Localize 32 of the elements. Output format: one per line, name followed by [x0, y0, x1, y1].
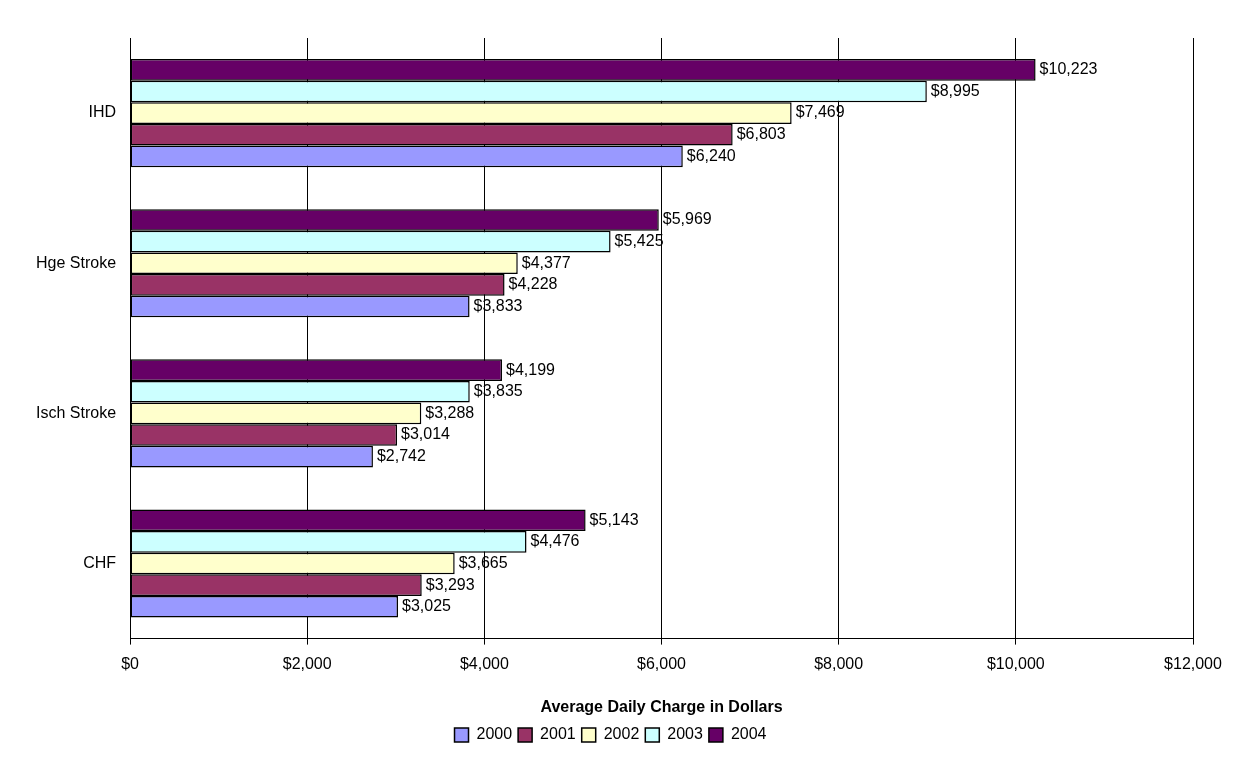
legend-label: 2001 — [540, 725, 576, 743]
x-tick-label: $10,000 — [986, 654, 1045, 672]
data-label: $4,377 — [521, 253, 571, 271]
y-tick-label: CHF — [83, 553, 117, 571]
y-tick-label: IHD — [88, 103, 117, 121]
data-label: $5,969 — [662, 210, 712, 228]
data-label: $4,476 — [530, 532, 580, 550]
x-tick-label: $12,000 — [1164, 654, 1223, 672]
legend-label: 2004 — [730, 725, 767, 743]
data-label: $2,742 — [376, 447, 426, 465]
data-label: $4,199 — [505, 360, 556, 378]
data-label: $3,025 — [401, 597, 452, 615]
x-tick-label: $6,000 — [637, 654, 687, 672]
data-label: $3,014 — [401, 425, 451, 443]
data-label: $5,143 — [589, 510, 639, 528]
data-label: $4,228 — [508, 275, 558, 293]
x-tick-label: $4,000 — [459, 654, 509, 672]
data-label: $10,223 — [1039, 60, 1098, 78]
x-axis-title: Average Daily Charge in Dollars — [540, 697, 783, 715]
data-label: $3,288 — [425, 403, 475, 421]
data-label: $6,240 — [686, 146, 736, 164]
x-tick-label: $0 — [121, 654, 140, 672]
data-label: $3,293 — [425, 575, 475, 593]
data-label: $6,803 — [736, 125, 786, 143]
legend-label: 2003 — [667, 725, 703, 743]
y-tick-label: Hge Stroke — [35, 253, 117, 271]
x-tick-label: $2,000 — [282, 654, 332, 672]
legend-label: 2002 — [603, 725, 640, 743]
x-tick-label: $8,000 — [814, 654, 864, 672]
y-tick-label: Isch Stroke — [36, 403, 117, 421]
legend-label: 2000 — [476, 725, 513, 743]
data-label: $8,995 — [930, 81, 980, 99]
